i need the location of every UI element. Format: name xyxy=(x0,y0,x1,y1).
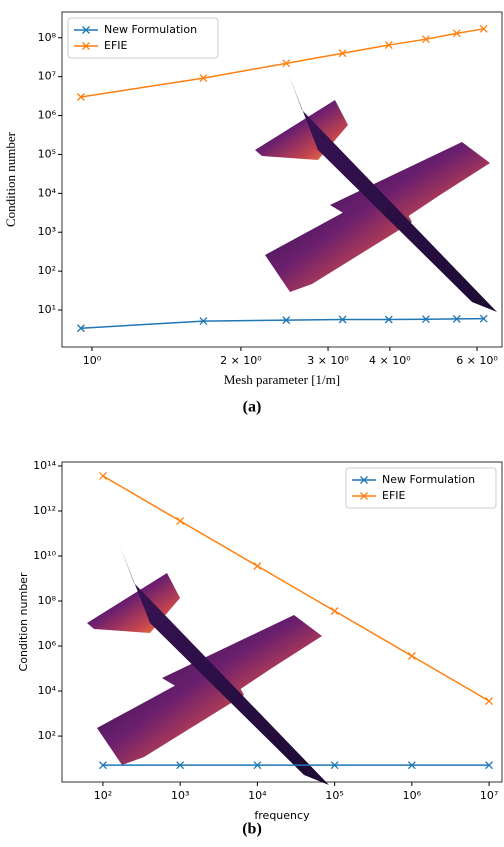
marker xyxy=(338,315,347,324)
y-tick-label: 10⁶ xyxy=(38,109,57,122)
x-tick-label: 3 × 10⁰ xyxy=(307,354,349,367)
x-axis-label: frequency xyxy=(254,809,310,822)
y-tick-label: 10¹² xyxy=(33,504,56,517)
airplane-image xyxy=(87,546,329,785)
marker xyxy=(485,697,494,705)
y-tick-label: 10³ xyxy=(38,225,56,238)
legend-box xyxy=(345,467,497,509)
series-line xyxy=(102,475,490,702)
y-tick-label: 10¹ xyxy=(38,303,56,316)
marker xyxy=(479,314,488,323)
marker xyxy=(199,317,208,326)
y-tick-label: 10⁴ xyxy=(38,186,57,199)
marker xyxy=(384,41,393,50)
y-tick-label: 10² xyxy=(38,729,56,742)
caption: (b) xyxy=(242,821,262,838)
legend-label: EFIE xyxy=(382,489,406,502)
plot-frame xyxy=(61,461,503,783)
x-tick-label: 2 × 10⁰ xyxy=(220,354,262,367)
marker xyxy=(407,652,416,660)
y-tick-label: 10⁶ xyxy=(38,639,57,652)
x-tick-label: 10⁷ xyxy=(480,789,498,802)
legend-marker xyxy=(82,26,90,34)
x-tick-label: 10⁴ xyxy=(248,789,267,802)
airplane-image xyxy=(255,73,497,312)
x-tick-label: 10⁵ xyxy=(325,789,343,802)
marker xyxy=(176,517,185,525)
y-tick-label: 10⁷ xyxy=(38,70,56,83)
marker xyxy=(384,315,393,324)
series-line xyxy=(80,317,484,329)
caption: (a) xyxy=(243,399,262,416)
legend-label: New Formulation xyxy=(382,473,475,486)
marker xyxy=(407,761,416,770)
marker xyxy=(98,471,107,480)
x-axis-label: Mesh parameter [1/m] xyxy=(224,372,340,387)
x-tick-label: 10⁰ xyxy=(83,354,102,367)
x-tick-label: 4 × 10⁰ xyxy=(369,354,411,367)
marker xyxy=(421,35,430,44)
legend-marker xyxy=(82,42,90,50)
y-tick-label: 10² xyxy=(38,264,56,277)
marker xyxy=(76,93,85,101)
series-line xyxy=(80,28,484,98)
marker xyxy=(338,49,347,58)
marker xyxy=(452,314,461,323)
marker xyxy=(330,761,339,770)
y-tick-label: 10⁵ xyxy=(38,147,56,160)
marker xyxy=(485,761,494,770)
x-tick-label: 10² xyxy=(94,789,112,802)
legend-label: EFIE xyxy=(104,39,128,52)
marker xyxy=(452,29,461,38)
marker xyxy=(282,59,291,68)
legend-box xyxy=(67,17,219,59)
marker xyxy=(330,607,339,615)
marker xyxy=(176,761,185,770)
marker xyxy=(253,761,262,770)
y-axis-label: Condition number xyxy=(17,572,30,671)
marker xyxy=(421,315,430,324)
marker xyxy=(282,316,291,325)
y-tick-label: 10¹⁰ xyxy=(33,549,56,562)
marker xyxy=(479,24,488,33)
marker xyxy=(76,324,85,333)
marker xyxy=(199,74,208,83)
y-tick-label: 10⁸ xyxy=(38,594,57,607)
x-tick-label: 10⁶ xyxy=(403,789,422,802)
x-tick-label: 10³ xyxy=(171,789,189,802)
plot-frame xyxy=(61,11,503,348)
y-tick-label: 10⁸ xyxy=(38,31,57,44)
y-tick-label: 10¹⁴ xyxy=(33,459,56,472)
x-tick-label: 6 × 10⁰ xyxy=(456,354,498,367)
y-axis-label: Condition number xyxy=(3,131,18,227)
y-tick-label: 10⁴ xyxy=(38,684,57,697)
marker xyxy=(98,761,107,770)
marker xyxy=(253,562,262,570)
legend-marker xyxy=(360,476,368,484)
legend-label: New Formulation xyxy=(104,23,197,36)
legend-marker xyxy=(360,492,368,500)
